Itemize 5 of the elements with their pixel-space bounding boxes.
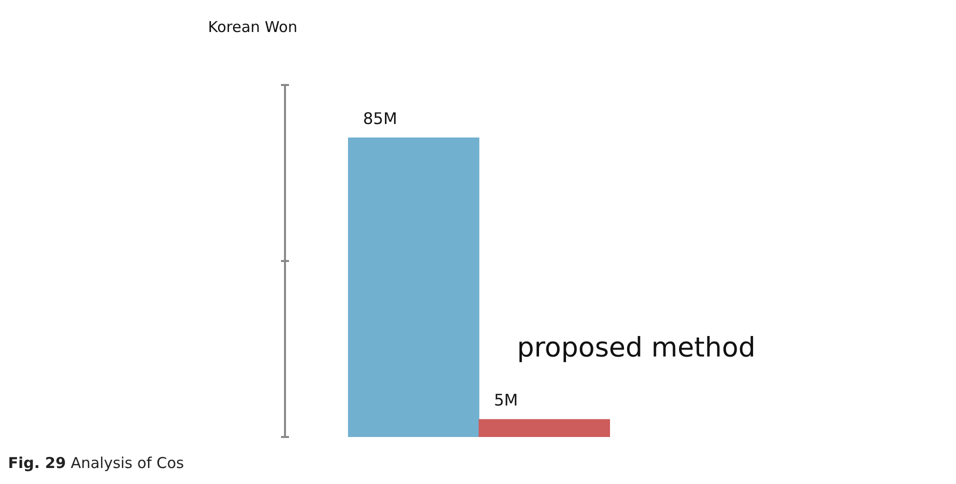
text: Korean Won — [208, 18, 298, 36]
annotation: proposed method — [517, 332, 756, 364]
caption: Fig. 29 Analysis of Cos — [8, 454, 184, 472]
data-label: 5M — [494, 390, 518, 410]
data-label: 85M — [363, 108, 398, 128]
